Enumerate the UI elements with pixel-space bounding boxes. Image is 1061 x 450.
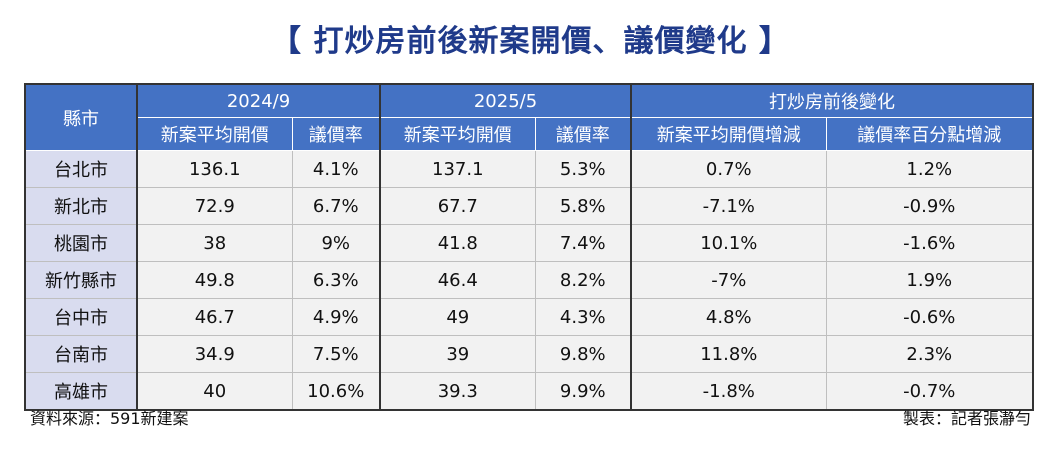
- city-cell: 新北市: [24, 187, 138, 225]
- table-row: 台中市 46.7 4.9% 49 4.3% 4.8% -0.6%: [24, 298, 1034, 336]
- table-cell: 11.8%: [630, 335, 827, 373]
- header-sub-price-2024: 新案平均開價: [136, 117, 293, 151]
- header-row-sub: 新案平均開價 議價率 新案平均開價 議價率 新案平均開價增減 議價率百分點增減: [25, 117, 1034, 151]
- header-sub-bargain-change: 議價率百分點增減: [825, 117, 1034, 151]
- header-group-2025-5: 2025/5: [379, 83, 633, 118]
- table-cell: 4.3%: [534, 298, 633, 336]
- header-group-2024-9: 2024/9: [136, 83, 382, 118]
- city-cell: 台北市: [24, 150, 138, 188]
- table-cell: 46.7: [136, 298, 293, 336]
- page-title: 【 打炒房前後新案開價、議價變化 】: [271, 24, 790, 59]
- table-cell: 0.7%: [630, 150, 827, 188]
- table-cell: 39.3: [379, 372, 536, 411]
- table-cell: 67.7: [379, 187, 536, 225]
- table-cell: 7.4%: [534, 224, 633, 262]
- table-cell: 4.8%: [630, 298, 827, 336]
- header-city: 縣市: [24, 83, 138, 151]
- header-row-groups: 縣市 2024/9 2025/5 打炒房前後變化: [24, 83, 1034, 151]
- table-cell: -0.9%: [825, 187, 1034, 225]
- city-cell: 桃園市: [24, 224, 138, 262]
- table-cell: 136.1: [136, 150, 293, 188]
- city-cell: 新竹縣市: [24, 261, 138, 299]
- header-sub-bargain-2024: 議價率: [291, 117, 382, 151]
- header-group-change: 打炒房前後變化: [630, 83, 1034, 118]
- table-row: 桃園市 38 9% 41.8 7.4% 10.1% -1.6%: [24, 224, 1034, 262]
- table-cell: 34.9: [136, 335, 293, 373]
- table-cell: -1.8%: [630, 372, 827, 411]
- table-cell: 10.1%: [630, 224, 827, 262]
- table-cell: 5.8%: [534, 187, 633, 225]
- table-cell: 6.7%: [291, 187, 382, 225]
- table-cell: 8.2%: [534, 261, 633, 299]
- table-cell: 49.8: [136, 261, 293, 299]
- table-row: 台北市 136.1 4.1% 137.1 5.3% 0.7% 1.2%: [24, 150, 1034, 188]
- table-row: 新北市 72.9 6.7% 67.7 5.8% -7.1% -0.9%: [24, 187, 1034, 225]
- table-row: 高雄市 40 10.6% 39.3 9.9% -1.8% -0.7%: [24, 372, 1034, 411]
- city-cell: 台中市: [24, 298, 138, 336]
- table-cell: 46.4: [379, 261, 536, 299]
- table-cell: 6.3%: [291, 261, 382, 299]
- table-cell: 2.3%: [825, 335, 1034, 373]
- table-cell: -0.6%: [825, 298, 1034, 336]
- table-cell: 72.9: [136, 187, 293, 225]
- city-cell: 高雄市: [24, 372, 138, 411]
- table-row: 台南市 34.9 7.5% 39 9.8% 11.8% 2.3%: [24, 335, 1034, 373]
- table-cell: 4.9%: [291, 298, 382, 336]
- table-cell: 137.1: [379, 150, 536, 188]
- table-cell: 39: [379, 335, 536, 373]
- table-cell: -7%: [630, 261, 827, 299]
- table-cell: 1.2%: [825, 150, 1034, 188]
- table-cell: 41.8: [379, 224, 536, 262]
- table-cell: 4.1%: [291, 150, 382, 188]
- table-cell: -0.7%: [825, 372, 1034, 411]
- header-sub-bargain-2025: 議價率: [534, 117, 633, 151]
- table-cell: -1.6%: [825, 224, 1034, 262]
- table-cell: 10.6%: [291, 372, 382, 411]
- table-cell: 38: [136, 224, 293, 262]
- credit-note: 製表：記者張瀞勻: [902, 409, 1031, 428]
- table-row: 新竹縣市 49.8 6.3% 46.4 8.2% -7% 1.9%: [24, 261, 1034, 299]
- source-note: 資料來源：591新建案: [30, 409, 189, 428]
- city-cell: 台南市: [24, 335, 138, 373]
- price-change-table: 縣市 2024/9 2025/5 打炒房前後變化 新案平均開價 議價率 新案平均…: [24, 83, 1035, 411]
- table-cell: 9.9%: [534, 372, 633, 411]
- table-cell: 7.5%: [291, 335, 382, 373]
- header-sub-price-2025: 新案平均開價: [379, 117, 536, 151]
- table-cell: 5.3%: [534, 150, 633, 188]
- header-sub-price-change: 新案平均開價增減: [630, 117, 827, 151]
- table-cell: 9.8%: [534, 335, 633, 373]
- table-cell: -7.1%: [630, 187, 827, 225]
- table-cell: 1.9%: [825, 261, 1034, 299]
- table-cell: 49: [379, 298, 536, 336]
- table-cell: 9%: [291, 224, 382, 262]
